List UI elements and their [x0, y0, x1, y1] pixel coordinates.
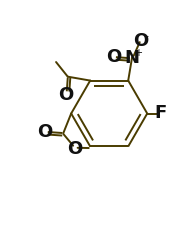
Text: N: N [125, 49, 140, 67]
Text: O: O [37, 123, 52, 141]
Text: +: + [134, 48, 142, 58]
Text: O: O [133, 32, 149, 49]
Text: O: O [58, 86, 74, 104]
Text: F: F [155, 104, 167, 123]
Text: O: O [67, 140, 82, 158]
Text: O: O [106, 48, 121, 66]
Text: -: - [144, 31, 148, 41]
